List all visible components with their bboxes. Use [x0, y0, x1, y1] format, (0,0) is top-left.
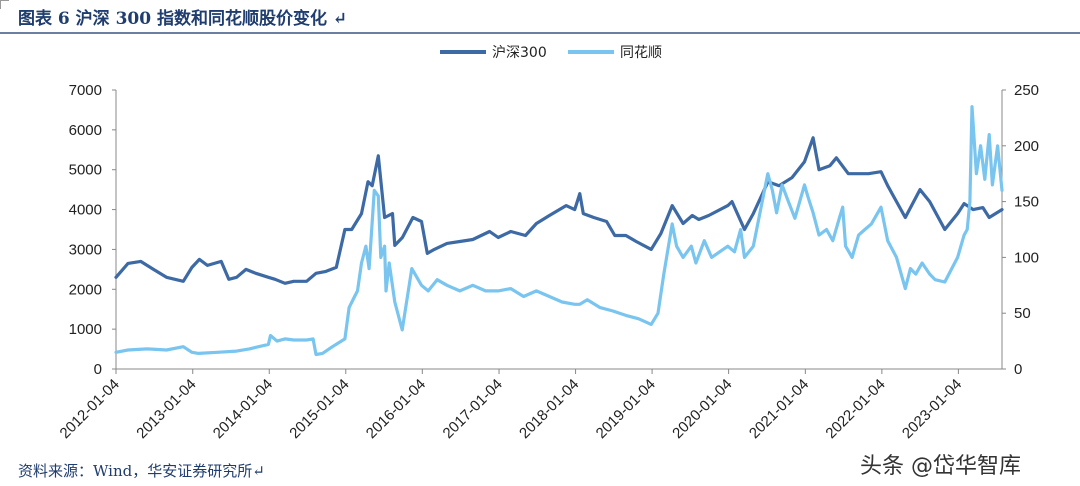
chart-title: 图表 6 沪深 300 指数和同花顺股价变化 ↵	[18, 9, 348, 29]
y-right-tick-label: 250	[1014, 82, 1039, 99]
chart-series	[114, 105, 1004, 357]
legend-label-2: 同花顺	[620, 45, 662, 61]
x-tick-label: 2015-01-04	[286, 376, 352, 442]
chart-legend: 沪深300 同花顺	[440, 45, 662, 61]
y-left-tick-label: 1000	[69, 321, 102, 338]
y-left-tick-label: 2000	[69, 281, 102, 298]
x-tick-label: 2017-01-04	[440, 376, 506, 442]
x-tick-label: 2018-01-04	[516, 376, 582, 442]
x-tick-label: 2012-01-04	[57, 376, 123, 442]
x-tick-label: 2022-01-04	[822, 376, 888, 442]
y-left-tick-label: 6000	[69, 122, 102, 139]
x-tick-label: 2019-01-04	[593, 376, 659, 442]
y-right-tick-label: 200	[1014, 138, 1039, 155]
x-tick-label: 2020-01-04	[669, 376, 735, 442]
y-right-tick-label: 100	[1014, 249, 1039, 266]
y-right-tick-label: 150	[1014, 194, 1039, 211]
y-left-tick-label: 5000	[69, 162, 102, 179]
y-right-tick-label: 0	[1014, 361, 1022, 378]
title-divider	[0, 32, 1080, 34]
x-tick-label: 2016-01-04	[363, 376, 429, 442]
x-tick-label: 2014-01-04	[210, 376, 276, 442]
x-tick-label: 2023-01-04	[899, 376, 965, 442]
y-left-tick-label: 0	[94, 361, 102, 378]
source-note: 资料来源：Wind，华安证券研究所↵	[18, 462, 265, 480]
watermark-text: 头条 @岱华智库	[860, 454, 1021, 479]
series-line-1	[114, 136, 1004, 285]
series-line-2	[114, 105, 1004, 357]
x-tick-label: 2021-01-04	[746, 376, 812, 442]
y-left-tick-label: 7000	[69, 82, 102, 99]
y-left-tick-label: 4000	[69, 202, 102, 219]
x-tick-label: 2013-01-04	[133, 376, 199, 442]
y-right-tick-label: 50	[1014, 305, 1031, 322]
legend-label-1: 沪深300	[492, 45, 547, 61]
y-left-tick-label: 3000	[69, 241, 102, 258]
corner-crop-mark	[0, 0, 9, 9]
